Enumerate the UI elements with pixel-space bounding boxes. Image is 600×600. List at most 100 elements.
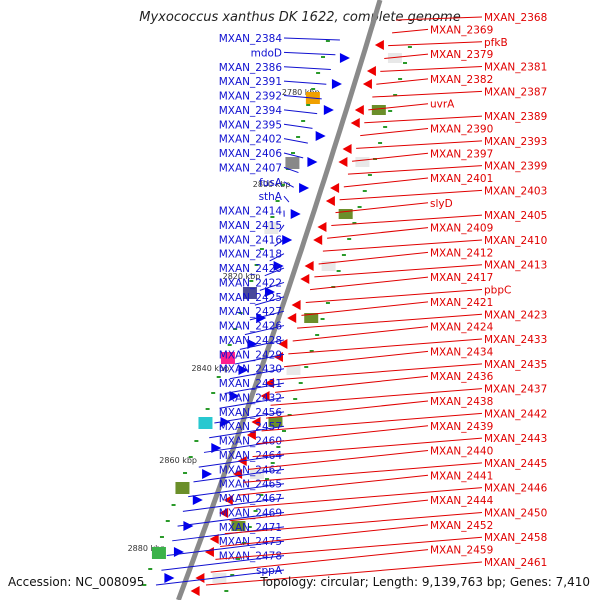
leader-line-right [388,41,483,47]
reverse-gene [260,391,270,401]
forward-gene [264,287,275,297]
gene-block [268,417,283,427]
tick-mark [306,104,311,106]
leader-line-left [283,37,340,41]
reverse-gene [350,118,360,128]
gene-label-right: MXAN_2390 [430,123,493,135]
tick-mark [259,494,264,496]
gene-label-right: MXAN_2423 [484,309,547,321]
gene-label-right: MXAN_2399 [484,161,547,173]
gene-label-left: MXAN_2456 [219,407,283,419]
tick-mark [347,238,352,240]
leader-line-left [283,123,313,129]
leader-line-left [278,224,285,232]
leader-line-right [372,90,483,98]
tick-mark [194,440,199,442]
reverse-gene [338,157,348,167]
gene-label-left: MXAN_2415 [219,220,282,232]
gene-label-right: MXAN_2387 [484,86,547,98]
leader-line-right [310,276,429,291]
leader-line-right [261,412,483,432]
leader-line-left [283,181,294,188]
gene-label-left: MXAN_2384 [219,33,283,45]
leader-line-right [360,127,429,137]
gene-label-right: MXAN_2405 [484,210,547,222]
tick-mark [233,328,238,330]
leader-line-left [155,569,285,586]
gene-label-left: MXAN_2467 [219,493,282,505]
leader-line-left [224,382,285,395]
leader-line-right [270,388,483,406]
tick-mark [325,302,330,304]
gene-label-right: MXAN_2433 [484,334,547,346]
tick-mark [211,392,216,394]
reverse-gene [291,300,301,310]
tick-mark [275,200,280,202]
gene-label-right: MXAN_2379 [430,49,493,61]
forward-gene [299,183,310,193]
leader-line-right [297,313,483,329]
reverse-gene [325,196,335,206]
gene-label-left: MXAN_2430 [219,364,282,376]
forward-gene [183,521,194,531]
forward-gene [315,131,326,141]
reverse-gene [366,66,376,76]
leader-line-right [376,78,429,85]
gene-label-right: MXAN_2439 [430,421,493,433]
leader-line-right [288,338,483,355]
leader-line-left [239,339,285,350]
forward-gene [220,417,231,427]
tick-mark [148,568,153,570]
leader-line-left [214,411,285,424]
tick-mark [270,462,275,464]
leader-line-left [283,166,299,174]
forward-gene [229,391,240,401]
tick-mark [301,120,306,122]
reverse-gene [342,144,352,154]
tick-mark [341,254,346,256]
leader-line-left [188,483,285,498]
gene-label-left: MXAN_2395 [219,119,282,131]
leader-line-right [384,53,429,60]
tick-mark [249,280,254,282]
gene-label-right: MXAN_2382 [430,74,493,86]
tick-mark [236,558,241,560]
gene-label-left: MXAN_2426 [219,321,283,333]
leader-line-left [283,138,308,144]
leader-line-right [392,28,429,34]
leader-line-left [269,253,285,262]
forward-gene [323,105,334,115]
leader-line-right [331,214,483,226]
leader-line-right [322,239,483,252]
tick-mark [367,174,372,176]
reverse-gene [374,40,384,50]
gene-label-left: MXAN_2394 [219,105,283,117]
reverse-gene [304,261,314,271]
tick-mark [183,472,188,474]
gene-label-right: MXAN_2401 [430,173,493,185]
gene-block [250,469,265,479]
gene-block [198,417,213,429]
forward-gene [192,495,203,505]
gene-label-left: MXAN_2418 [219,249,282,261]
reverse-gene [190,586,200,596]
leader-line-left [283,80,327,85]
gene-label-left: MXAN_2465 [219,479,282,491]
gene-label-left: MXAN_2392 [219,91,282,103]
leader-line-right [257,425,429,445]
leader-line-right [220,524,429,547]
tick-mark [383,126,388,128]
leader-line-left [234,353,285,365]
tick-mark [230,574,235,576]
leader-line-left [193,468,285,483]
reverse-gene [287,313,297,323]
leader-line-right [274,375,429,393]
reverse-gene [223,495,233,505]
tick-mark [287,414,292,416]
gene-label-left: MXAN_2464 [219,450,283,462]
genome-backbone [176,0,383,600]
leader-line-right [252,437,483,458]
forward-gene [307,157,318,167]
gene-label-left: MXAN_2407 [219,162,282,174]
gene-label-left: MXAN_2462 [219,464,282,476]
